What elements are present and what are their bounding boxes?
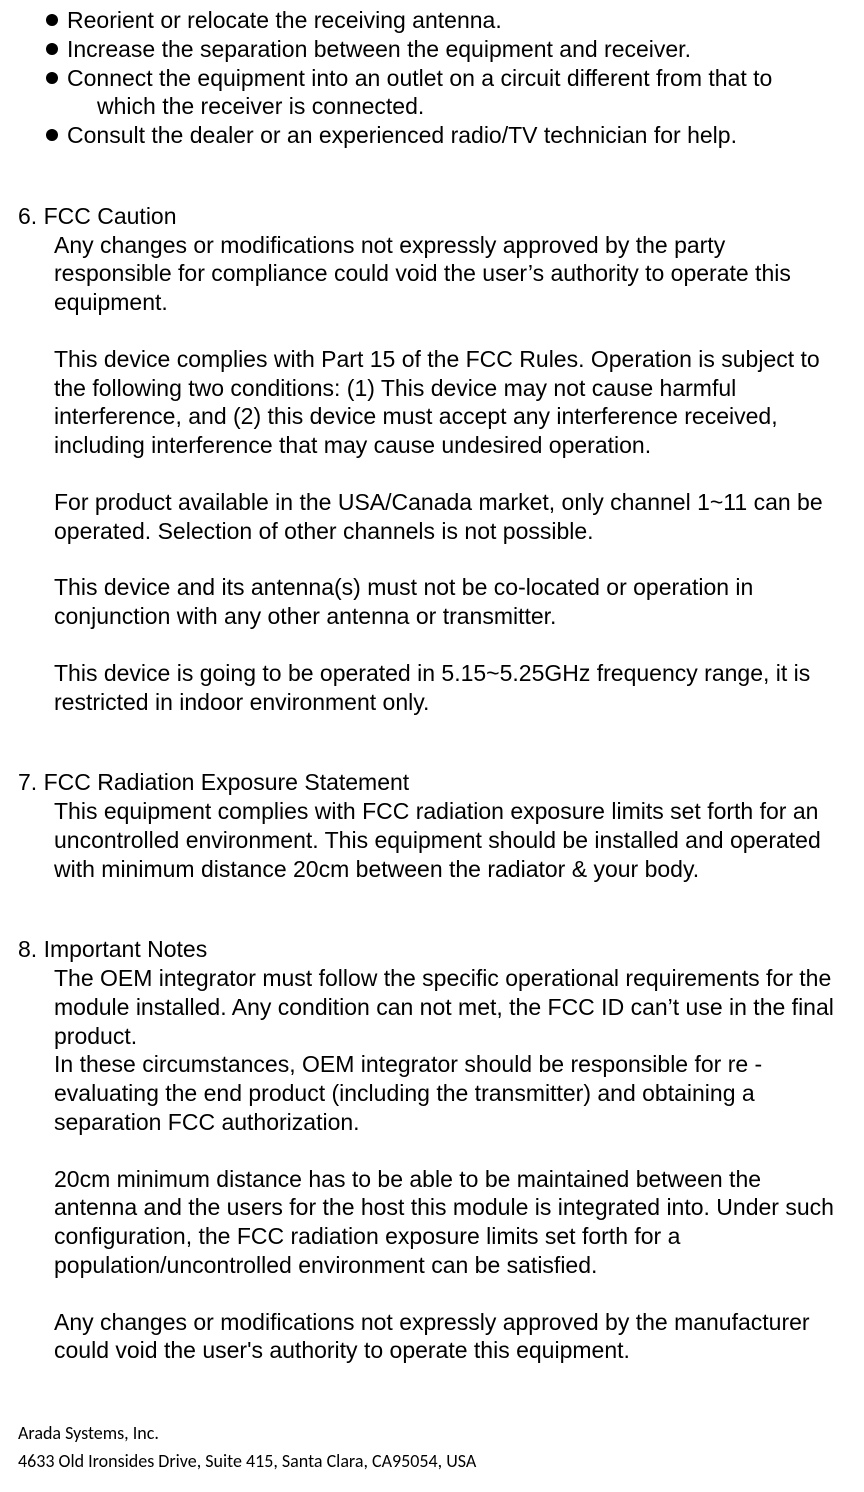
paragraph: Any changes or modifications not express… [54, 1308, 846, 1366]
paragraph: This device is going to be operated in 5… [54, 659, 846, 717]
bullet-text: Connect the equipment into an outlet on … [67, 64, 772, 93]
section-body: The OEM integrator must follow the speci… [18, 964, 846, 1365]
section-title: 7. FCC Radiation Exposure Statement [18, 768, 846, 797]
blank-line [54, 1280, 846, 1308]
blank-line [54, 460, 846, 488]
blank-line [54, 545, 846, 573]
paragraph: 20cm minimum distance has to be able to … [54, 1165, 846, 1280]
section-fcc-caution: 6. FCC Caution Any changes or modificati… [18, 202, 846, 717]
bullet-icon [46, 129, 58, 141]
page-footer: Arada Systems, Inc. 4633 Old Ironsides D… [18, 1420, 476, 1476]
list-item: Consult the dealer or an experienced rad… [46, 121, 846, 150]
bullet-text: Consult the dealer or an experienced rad… [67, 121, 737, 150]
list-item: Connect the equipment into an outlet on … [46, 64, 846, 93]
blank-line [54, 631, 846, 659]
bullet-icon [46, 43, 58, 55]
bullet-icon [46, 14, 58, 26]
list-item: Increase the separation between the equi… [46, 35, 846, 64]
section-body: This equipment complies with FCC radiati… [18, 797, 846, 883]
paragraph: Any changes or modifications not express… [54, 231, 846, 317]
footer-address: 4633 Old Ironsides Drive, Suite 415, San… [18, 1448, 476, 1476]
section-title: 6. FCC Caution [18, 202, 846, 231]
list-item: Reorient or relocate the receiving anten… [46, 6, 846, 35]
section-important-notes: 8. Important Notes The OEM integrator mu… [18, 935, 846, 1365]
footer-company: Arada Systems, Inc. [18, 1420, 476, 1448]
document-page: Reorient or relocate the receiving anten… [18, 0, 846, 1365]
section-title: 8. Important Notes [18, 935, 846, 964]
paragraph: In these circumstances, OEM integrator s… [54, 1050, 846, 1136]
bullet-text-continuation: which the receiver is connected. [46, 92, 846, 121]
paragraph: This equipment complies with FCC radiati… [54, 797, 846, 883]
bullet-icon [46, 72, 58, 84]
paragraph: This device complies with Part 15 of the… [54, 345, 846, 460]
blank-line [54, 1137, 846, 1165]
paragraph: This device and its antenna(s) must not … [54, 573, 846, 631]
blank-line [54, 317, 846, 345]
interference-bullet-list: Reorient or relocate the receiving anten… [18, 0, 846, 150]
bullet-text: Increase the separation between the equi… [67, 35, 691, 64]
section-body: Any changes or modifications not express… [18, 231, 846, 717]
section-fcc-radiation: 7. FCC Radiation Exposure Statement This… [18, 768, 846, 883]
paragraph: The OEM integrator must follow the speci… [54, 964, 846, 1050]
paragraph: For product available in the USA/Canada … [54, 488, 846, 546]
bullet-text: Reorient or relocate the receiving anten… [67, 6, 502, 35]
